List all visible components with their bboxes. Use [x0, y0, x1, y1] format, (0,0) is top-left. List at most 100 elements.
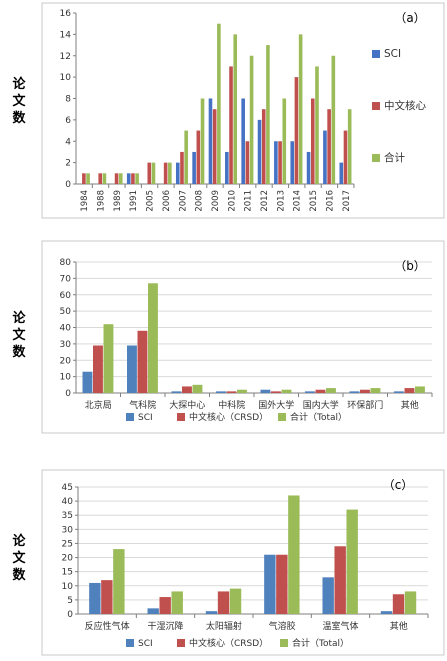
x-tick-label: 2012: [260, 190, 270, 212]
bar-sci: [175, 162, 180, 184]
y-tick-label: 15: [62, 568, 73, 578]
chart-a: 0 2 4 6 8 10 12 14 16 1984 1988 1989 1991 2005 2006 200…: [12, 9, 426, 212]
bar-core: [392, 594, 405, 614]
bar-core: [294, 77, 299, 184]
bar-core: [93, 345, 103, 393]
x-tick-label: 1991: [129, 190, 139, 212]
y-tick-label: 12: [60, 52, 71, 62]
y-tick-label: 4: [65, 137, 71, 147]
bar-core: [131, 173, 135, 184]
bar-core: [82, 173, 86, 184]
y-tick-label: 80: [60, 258, 72, 268]
x-tick-label: 北京局: [85, 399, 112, 411]
y-tick-label: 0: [65, 389, 71, 399]
bar-total: [315, 66, 319, 184]
y-tick-label: 70: [60, 274, 72, 284]
x-tick-label: 2008: [195, 190, 205, 212]
bar-total: [370, 388, 381, 393]
legend-swatch: [126, 639, 134, 647]
y-axis-label-char: 论: [12, 310, 26, 326]
bar-core: [310, 98, 315, 184]
y-tick-label: 10: [62, 582, 74, 592]
bar-core: [226, 391, 237, 393]
x-tick-label: 国内大学: [303, 399, 339, 411]
bar-sci: [205, 611, 218, 614]
x-tick-label: 气科院: [129, 399, 156, 411]
chart-c: 0 5 10 15 20 25 30 35 40 45 反应性气体 干湿沉降 太阳辐射 气溶胶 温室气体 其他…: [12, 478, 429, 649]
x-tick-label: 气溶胶: [269, 620, 296, 632]
legend-label: 合计（Total）: [290, 411, 347, 423]
panel-label: （a）: [394, 11, 425, 25]
bar-sci: [322, 577, 334, 614]
y-tick-label: 35: [62, 511, 73, 521]
y-tick-label: 45: [62, 483, 73, 493]
legend-swatch: [126, 413, 134, 421]
y-tick-label: 40: [60, 324, 72, 334]
y-axis-label-char: 数: [12, 110, 26, 126]
legend-label: 合计（Total）: [292, 637, 349, 649]
bar-sci: [323, 130, 327, 184]
x-tick-label: 大探中心: [169, 399, 205, 411]
x-tick-label: 1989: [113, 190, 123, 212]
legend-label: 中文核心: [384, 99, 426, 112]
bar-sci: [208, 98, 213, 184]
bar-total: [266, 45, 270, 184]
chart-b: 0 10 20 30 40 50 60 70 80 北京局 气科院 大探中心 中科院 国外大学 国内大学 环保…: [12, 258, 433, 423]
y-tick-label: 25: [62, 539, 73, 549]
legend-swatch: [372, 154, 380, 162]
y-tick-label: 60: [60, 291, 72, 301]
bar-sci: [380, 611, 393, 614]
x-tick-label: 中科院: [218, 399, 245, 411]
x-tick-label: 环保部门: [347, 399, 383, 411]
y-tick-label: 8: [65, 95, 71, 105]
panel-c-frame: [41, 469, 445, 656]
bar-total: [151, 162, 156, 184]
x-tick-label: 其他: [401, 399, 419, 411]
bar-core: [245, 141, 250, 184]
x-tick-label: 国外大学: [258, 399, 294, 411]
bar-total: [118, 173, 123, 184]
bar-total: [113, 549, 125, 614]
bar-core: [360, 389, 370, 393]
y-tick-label: 0: [65, 180, 71, 190]
x-tick-label: 其他: [390, 620, 408, 632]
bar-sci: [305, 391, 315, 393]
bar-sci: [216, 391, 226, 393]
bar-core: [404, 388, 415, 393]
bar-core: [327, 109, 331, 184]
bar-core: [163, 162, 168, 184]
bar-core: [343, 130, 348, 184]
bar-total: [331, 55, 336, 184]
bar-total: [415, 386, 425, 393]
bar-core: [212, 109, 217, 184]
x-tick-label: 2010: [227, 190, 237, 212]
bar-total: [229, 588, 242, 614]
bar-total: [171, 591, 183, 614]
bar-sci: [274, 141, 278, 184]
bar-core: [278, 141, 282, 184]
bar-core: [147, 162, 152, 184]
bar-total: [217, 23, 221, 184]
bar-total: [102, 173, 107, 184]
bar-core: [182, 386, 192, 393]
legend-label: 中文核心（CRSD）: [189, 637, 268, 649]
bar-core: [315, 389, 326, 393]
bar-core: [159, 597, 171, 614]
y-tick-label: 20: [62, 554, 74, 564]
bar-sci: [290, 141, 295, 184]
legend-swatch: [278, 413, 286, 421]
bar-total: [233, 34, 238, 184]
x-tick-label: 1988: [97, 190, 107, 212]
bar-total: [281, 389, 292, 393]
bar-total: [298, 34, 303, 184]
bar-core: [98, 173, 103, 184]
bar-sci: [192, 151, 196, 184]
x-tick-label: 温室气体: [322, 620, 358, 632]
bar-total: [135, 173, 139, 184]
y-tick-label: 30: [60, 340, 72, 350]
legend-label: SCI: [384, 48, 401, 60]
bar-total: [184, 130, 188, 184]
y-axis-label-char: 论: [12, 533, 26, 549]
legend-swatch: [372, 102, 380, 110]
y-axis-label-char: 论: [12, 76, 26, 92]
